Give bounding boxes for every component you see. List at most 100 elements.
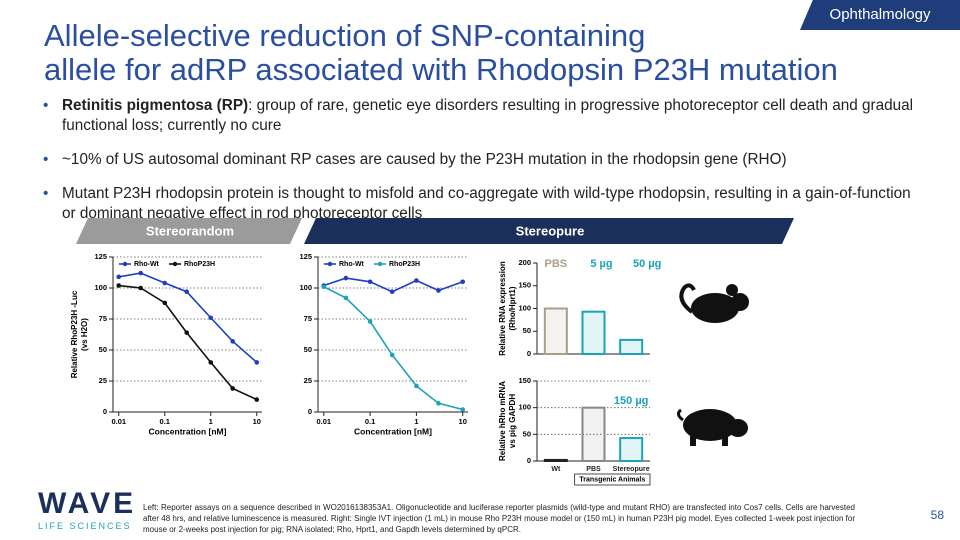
data-point [367,279,373,285]
x-axis-label: Concentration [nM] [354,426,432,436]
annotation: 150 µg [614,395,648,407]
y-axis-label: (Rho/Hprt1) [508,286,517,330]
tab-label: Stereopure [516,223,585,238]
y-tick-label: 0 [527,349,531,358]
x-tick-label: 0.1 [160,417,170,426]
legend-label: RhoP23H [184,261,215,268]
y-tick-label: 150 [518,281,531,290]
y-tick-label: 150 [518,376,531,385]
legend-marker [327,261,333,267]
x-tick-label: 10 [459,417,467,426]
y-axis-label: vs pig GAPDH [508,394,517,448]
bar [619,338,644,355]
data-point [138,270,143,276]
y-tick-label: 100 [299,283,312,292]
x-axis-label: Concentration [nM] [149,426,227,436]
data-point [436,401,441,406]
data-point [414,383,419,389]
data-point [184,289,190,295]
y-axis-label: Relative RhoP23H -Luc [70,290,79,378]
series-line [323,277,463,293]
data-point [230,386,236,391]
annotation: Transgenic Animals [579,476,645,483]
section-tag: Ophthalmology [800,0,960,30]
y-tick-label: 50 [99,345,107,354]
y-tick-label: 25 [99,376,107,385]
bullet: Retinitis pigmentosa (RP): group of rare… [40,96,920,136]
y-tick-label: 50 [523,326,531,335]
y-tick-label: 75 [99,314,107,323]
x-tick-label: 0.01 [316,417,331,426]
page-number: 58 [930,508,944,522]
data-point [321,284,327,290]
x-tick-label: 1 [209,417,213,426]
bullet-list: Retinitis pigmentosa (RP): group of rare… [40,96,920,238]
bullet: ~10% of US autosomal dominant RP cases a… [40,150,920,170]
x-tick-label: 1 [414,417,418,426]
data-point [230,339,236,344]
data-point [343,295,349,301]
y-tick-label: 75 [304,314,312,323]
data-point [254,397,260,402]
y-tick-label: 0 [527,456,531,465]
y-tick-label: 125 [94,252,107,261]
bullet-text: : group of rare, genetic eye disorders r… [62,97,914,134]
data-point [343,275,349,281]
data-point [367,319,373,324]
data-point [116,274,122,280]
bar [581,310,606,355]
category-label: PBS [586,466,601,473]
bullet-bold: Retinitis pigmentosa (RP) [62,97,249,114]
x-tick-label: 0.01 [111,417,126,426]
y-tick-label: 25 [304,376,312,385]
data-point [389,352,395,358]
title-line: Allele-selective reduction of SNP-contai… [44,18,646,53]
data-point [138,285,143,291]
bullet-text: ~10% of US autosomal dominant RP cases a… [62,151,787,168]
data-point [184,330,190,335]
title-line: allele for adRP associated with Rhodopsi… [44,52,838,87]
mouse-icon [679,283,749,323]
y-axis-label: Relative RNA expression [498,261,507,356]
series-line [118,284,258,401]
y-tick-label: 125 [299,252,312,261]
data-point [254,360,260,365]
legend-label: Rho-Wt [134,261,160,268]
y-tick-label: 100 [94,283,107,292]
category-label: PBS [545,258,568,270]
y-axis-label: Relative hRho mRNA [498,381,507,461]
data-point [208,360,214,365]
logo: WAVE LIFE SCIENCES [38,487,136,531]
tab [304,218,794,244]
category-label: Wt [551,466,561,473]
legend-label: Rho-Wt [339,261,365,268]
y-tick-label: 100 [518,303,531,312]
data-point [116,283,122,288]
series-line [323,286,463,411]
data-point [389,289,395,295]
x-tick-label: 0.1 [365,417,375,426]
category-label: 50 µg [633,258,661,270]
logo-sub: LIFE SCIENCES [38,521,132,531]
y-tick-label: 0 [103,407,107,416]
logo-name: WAVE [38,487,137,520]
data-point [162,300,168,306]
data-point [414,278,419,283]
data-point [460,407,466,412]
legend-label: RhoP23H [389,261,420,268]
annotation-box [574,473,651,486]
footnote: Left: Reporter assays on a sequence desc… [143,503,855,534]
data-point [460,279,466,285]
category-label: Stereopure [613,466,650,473]
x-tick-label: 10 [253,417,261,426]
data-point [436,288,441,293]
tab [76,218,302,244]
y-tick-label: 100 [518,403,531,412]
bullet-text: Mutant P23H rhodopsin protein is thought… [62,185,911,222]
data-point [208,315,214,321]
bar [581,406,606,462]
bar [543,307,568,355]
y-tick-label: 200 [518,258,531,267]
bar [619,437,644,463]
